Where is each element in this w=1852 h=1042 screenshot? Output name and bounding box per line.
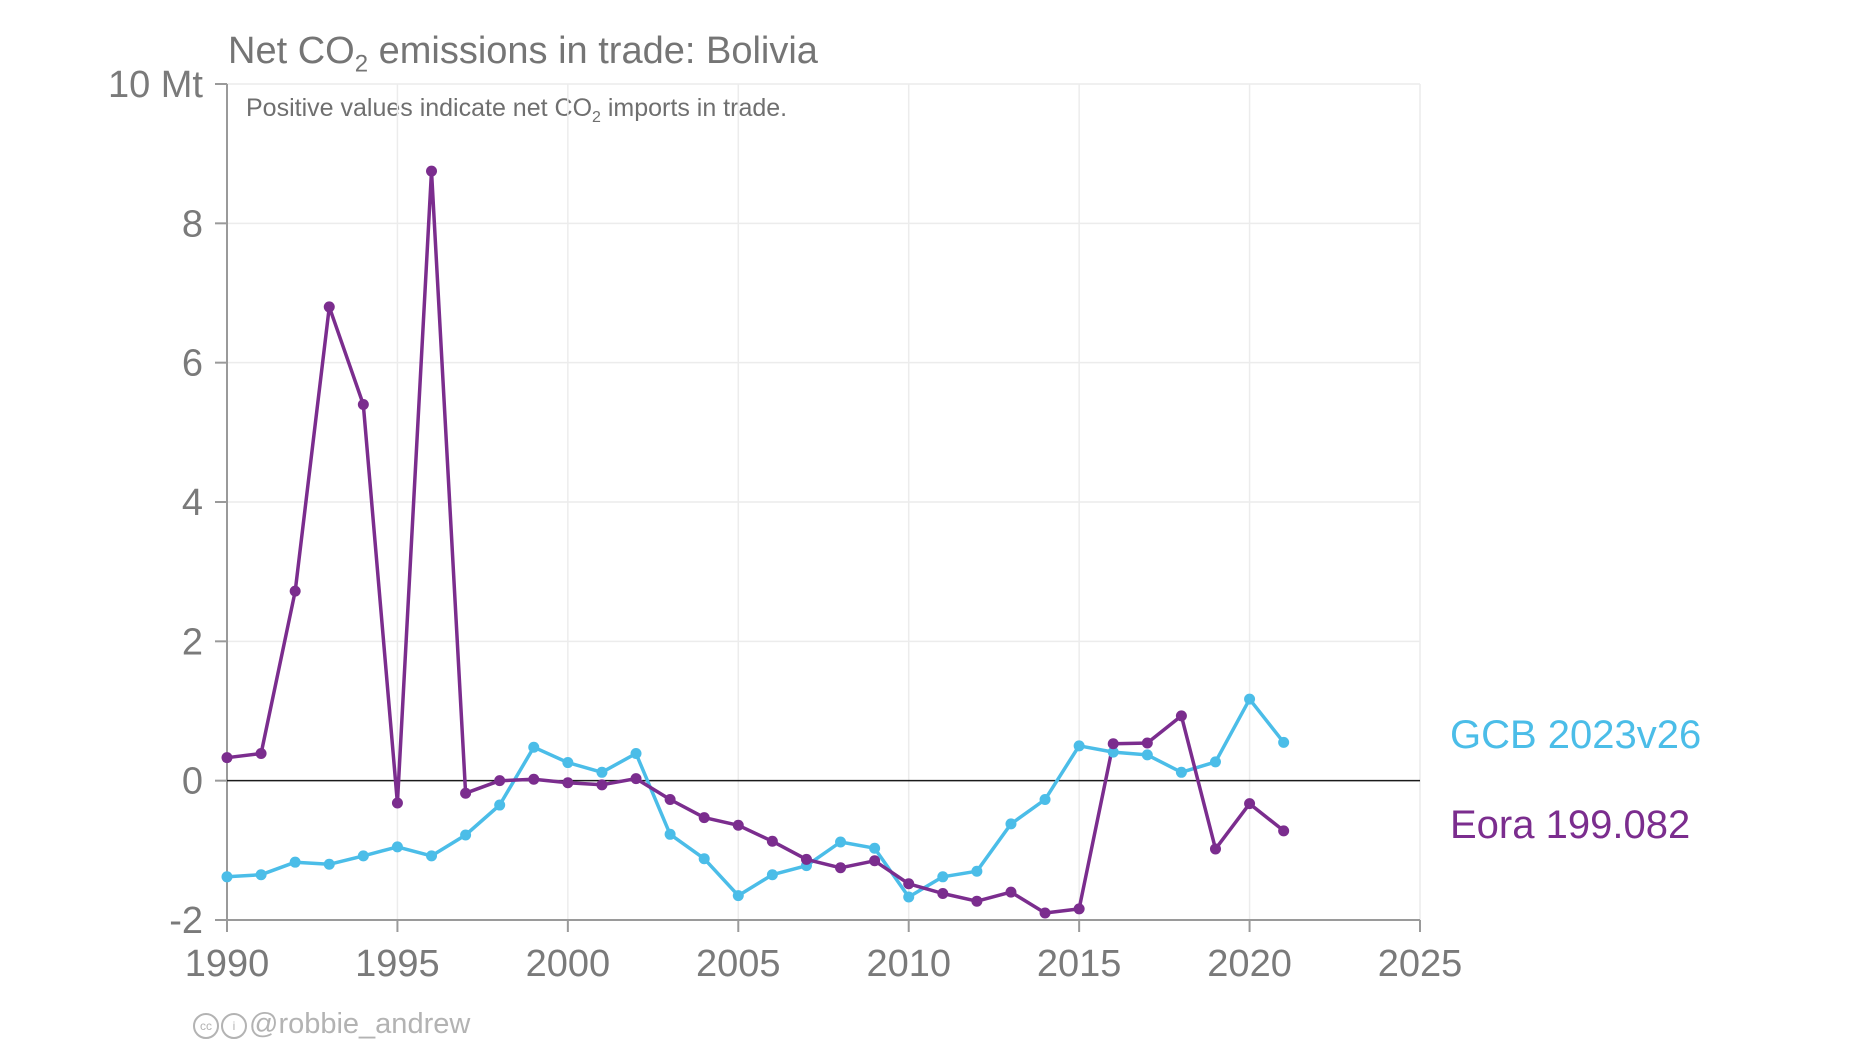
y-tick-label: 8 bbox=[182, 203, 203, 245]
series-1-point bbox=[289, 585, 301, 597]
series-0-point bbox=[1278, 736, 1290, 748]
series-0-point bbox=[835, 836, 847, 848]
y-tick-label: 10 Mt bbox=[108, 64, 203, 106]
series-0-point bbox=[1244, 693, 1256, 705]
series-line-1 bbox=[226, 169, 1285, 915]
chart-subtitle: Positive values indicate net CO2 imports… bbox=[246, 94, 788, 126]
series-1-point bbox=[460, 787, 472, 799]
series-1-point bbox=[255, 747, 267, 759]
series-1-point bbox=[426, 165, 438, 177]
y-tick-label: 4 bbox=[182, 482, 203, 524]
credit: cc i @robbie_andrew bbox=[193, 1008, 470, 1041]
series-0-point bbox=[971, 865, 983, 877]
series-1-point bbox=[1039, 907, 1051, 919]
series-1-point bbox=[1175, 710, 1187, 722]
series-line-0 bbox=[226, 697, 1286, 899]
series-1-point bbox=[1107, 738, 1119, 750]
series-0-point bbox=[391, 841, 403, 853]
series-1-point bbox=[562, 777, 574, 789]
series-0-point bbox=[562, 757, 574, 769]
series-1-point bbox=[971, 895, 983, 907]
y-tick-label: -2 bbox=[169, 900, 203, 942]
chart-title: Net CO2 emissions in trade: Bolivia bbox=[228, 30, 818, 78]
legend-label-gcb: GCB 2023v26 bbox=[1450, 713, 1702, 757]
series-1-point bbox=[835, 862, 847, 874]
series-0-point bbox=[1005, 818, 1017, 830]
x-tick-label: 2015 bbox=[1037, 943, 1122, 985]
legend-label-eora: Eora 199.082 bbox=[1450, 803, 1691, 847]
series-0-point bbox=[698, 853, 710, 865]
series-0-point bbox=[1175, 766, 1187, 778]
series-1-point bbox=[1244, 798, 1256, 810]
y-tick-label: 0 bbox=[182, 761, 203, 803]
series-1-point bbox=[903, 878, 915, 890]
series-0-point bbox=[1141, 749, 1153, 761]
series-1-point bbox=[323, 301, 335, 313]
series-0-point bbox=[289, 856, 301, 868]
series-0-point bbox=[1073, 740, 1085, 752]
x-tick-label: 2025 bbox=[1378, 943, 1463, 985]
series-1-point bbox=[221, 752, 233, 764]
x-tick-label: 2000 bbox=[526, 943, 611, 985]
cc-icon: cc bbox=[193, 1013, 219, 1039]
series-1-point bbox=[766, 835, 778, 847]
series-0-point bbox=[869, 842, 881, 854]
series-0-point bbox=[1039, 793, 1051, 805]
series-0-point bbox=[596, 766, 608, 778]
series-1-point bbox=[630, 773, 642, 785]
series-1-point bbox=[1278, 825, 1290, 837]
series-1-point bbox=[732, 819, 744, 831]
x-tick-label: 2010 bbox=[866, 943, 951, 985]
series-1-point bbox=[596, 779, 608, 791]
gridlines bbox=[227, 83, 1421, 921]
by-icon: i bbox=[221, 1013, 247, 1039]
series-1-point bbox=[391, 797, 403, 809]
series-0-point bbox=[426, 850, 438, 862]
series-0-point bbox=[1209, 756, 1221, 768]
series-0-point bbox=[1107, 746, 1119, 758]
x-tick-label: 2020 bbox=[1207, 943, 1292, 985]
series-1-point bbox=[698, 812, 710, 824]
series-1-point bbox=[357, 398, 369, 410]
x-tick-label: 1990 bbox=[185, 943, 270, 985]
series-1-point bbox=[869, 855, 881, 867]
series-0-point bbox=[528, 741, 540, 753]
series-lines bbox=[226, 169, 1286, 915]
series-0-point bbox=[903, 891, 915, 903]
series-0-point bbox=[494, 799, 506, 811]
series-1-point bbox=[664, 793, 676, 805]
y-tick-label: 6 bbox=[182, 343, 203, 385]
series-1-point bbox=[800, 853, 812, 865]
series-0-point bbox=[255, 869, 267, 881]
x-tick-label: 2005 bbox=[696, 943, 781, 985]
series-1-point bbox=[937, 888, 949, 900]
series-0-point bbox=[732, 890, 744, 902]
series-1-point bbox=[1209, 843, 1221, 855]
series-1-point bbox=[1005, 886, 1017, 898]
series-points bbox=[221, 165, 1290, 919]
series-1-point bbox=[494, 775, 506, 787]
series-0-point bbox=[630, 747, 642, 759]
x-tick-label: 1995 bbox=[355, 943, 440, 985]
series-0-point bbox=[357, 850, 369, 862]
series-0-point bbox=[664, 828, 676, 840]
series-0-point bbox=[937, 871, 949, 883]
axes: -2 0 2 4 6 8 10 Mt 1990 1995 2000 2005 2010 2015 2020… bbox=[108, 64, 1462, 985]
series-0-point bbox=[766, 869, 778, 881]
series-0-point bbox=[460, 829, 472, 841]
series-1-point bbox=[528, 773, 540, 785]
series-1-point bbox=[1073, 903, 1085, 915]
series-0-point bbox=[323, 858, 335, 870]
series-0-point bbox=[221, 871, 233, 883]
series-1-point bbox=[1141, 737, 1153, 749]
y-tick-label: 2 bbox=[182, 621, 203, 663]
